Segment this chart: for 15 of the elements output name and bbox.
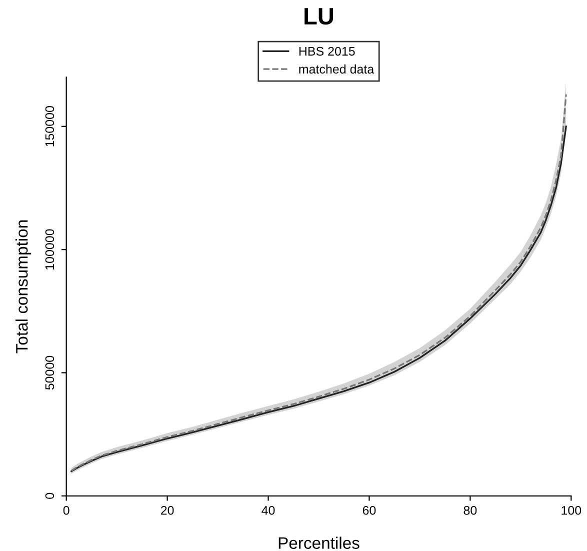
x-tick-label: 20 — [160, 506, 174, 515]
x-tick-label: 80 — [464, 506, 477, 515]
y-tick-label: 0 — [45, 492, 54, 499]
x-axis-title: Percentiles — [278, 536, 360, 549]
y-tick-label: 100000 — [45, 229, 54, 270]
x-tick-label: 100 — [562, 506, 582, 515]
y-tick-label: 50000 — [45, 356, 54, 390]
x-tick-label: 0 — [63, 506, 70, 515]
y-tick-label: 150000 — [45, 106, 54, 146]
x-tick-label: 60 — [362, 506, 376, 515]
chart-title: LU — [304, 8, 334, 25]
legend-label: matched data — [299, 64, 374, 74]
y-axis-title: Total consumption — [16, 220, 32, 354]
legend-label: HBS 2015 — [299, 46, 355, 56]
x-tick-label: 40 — [262, 506, 275, 515]
